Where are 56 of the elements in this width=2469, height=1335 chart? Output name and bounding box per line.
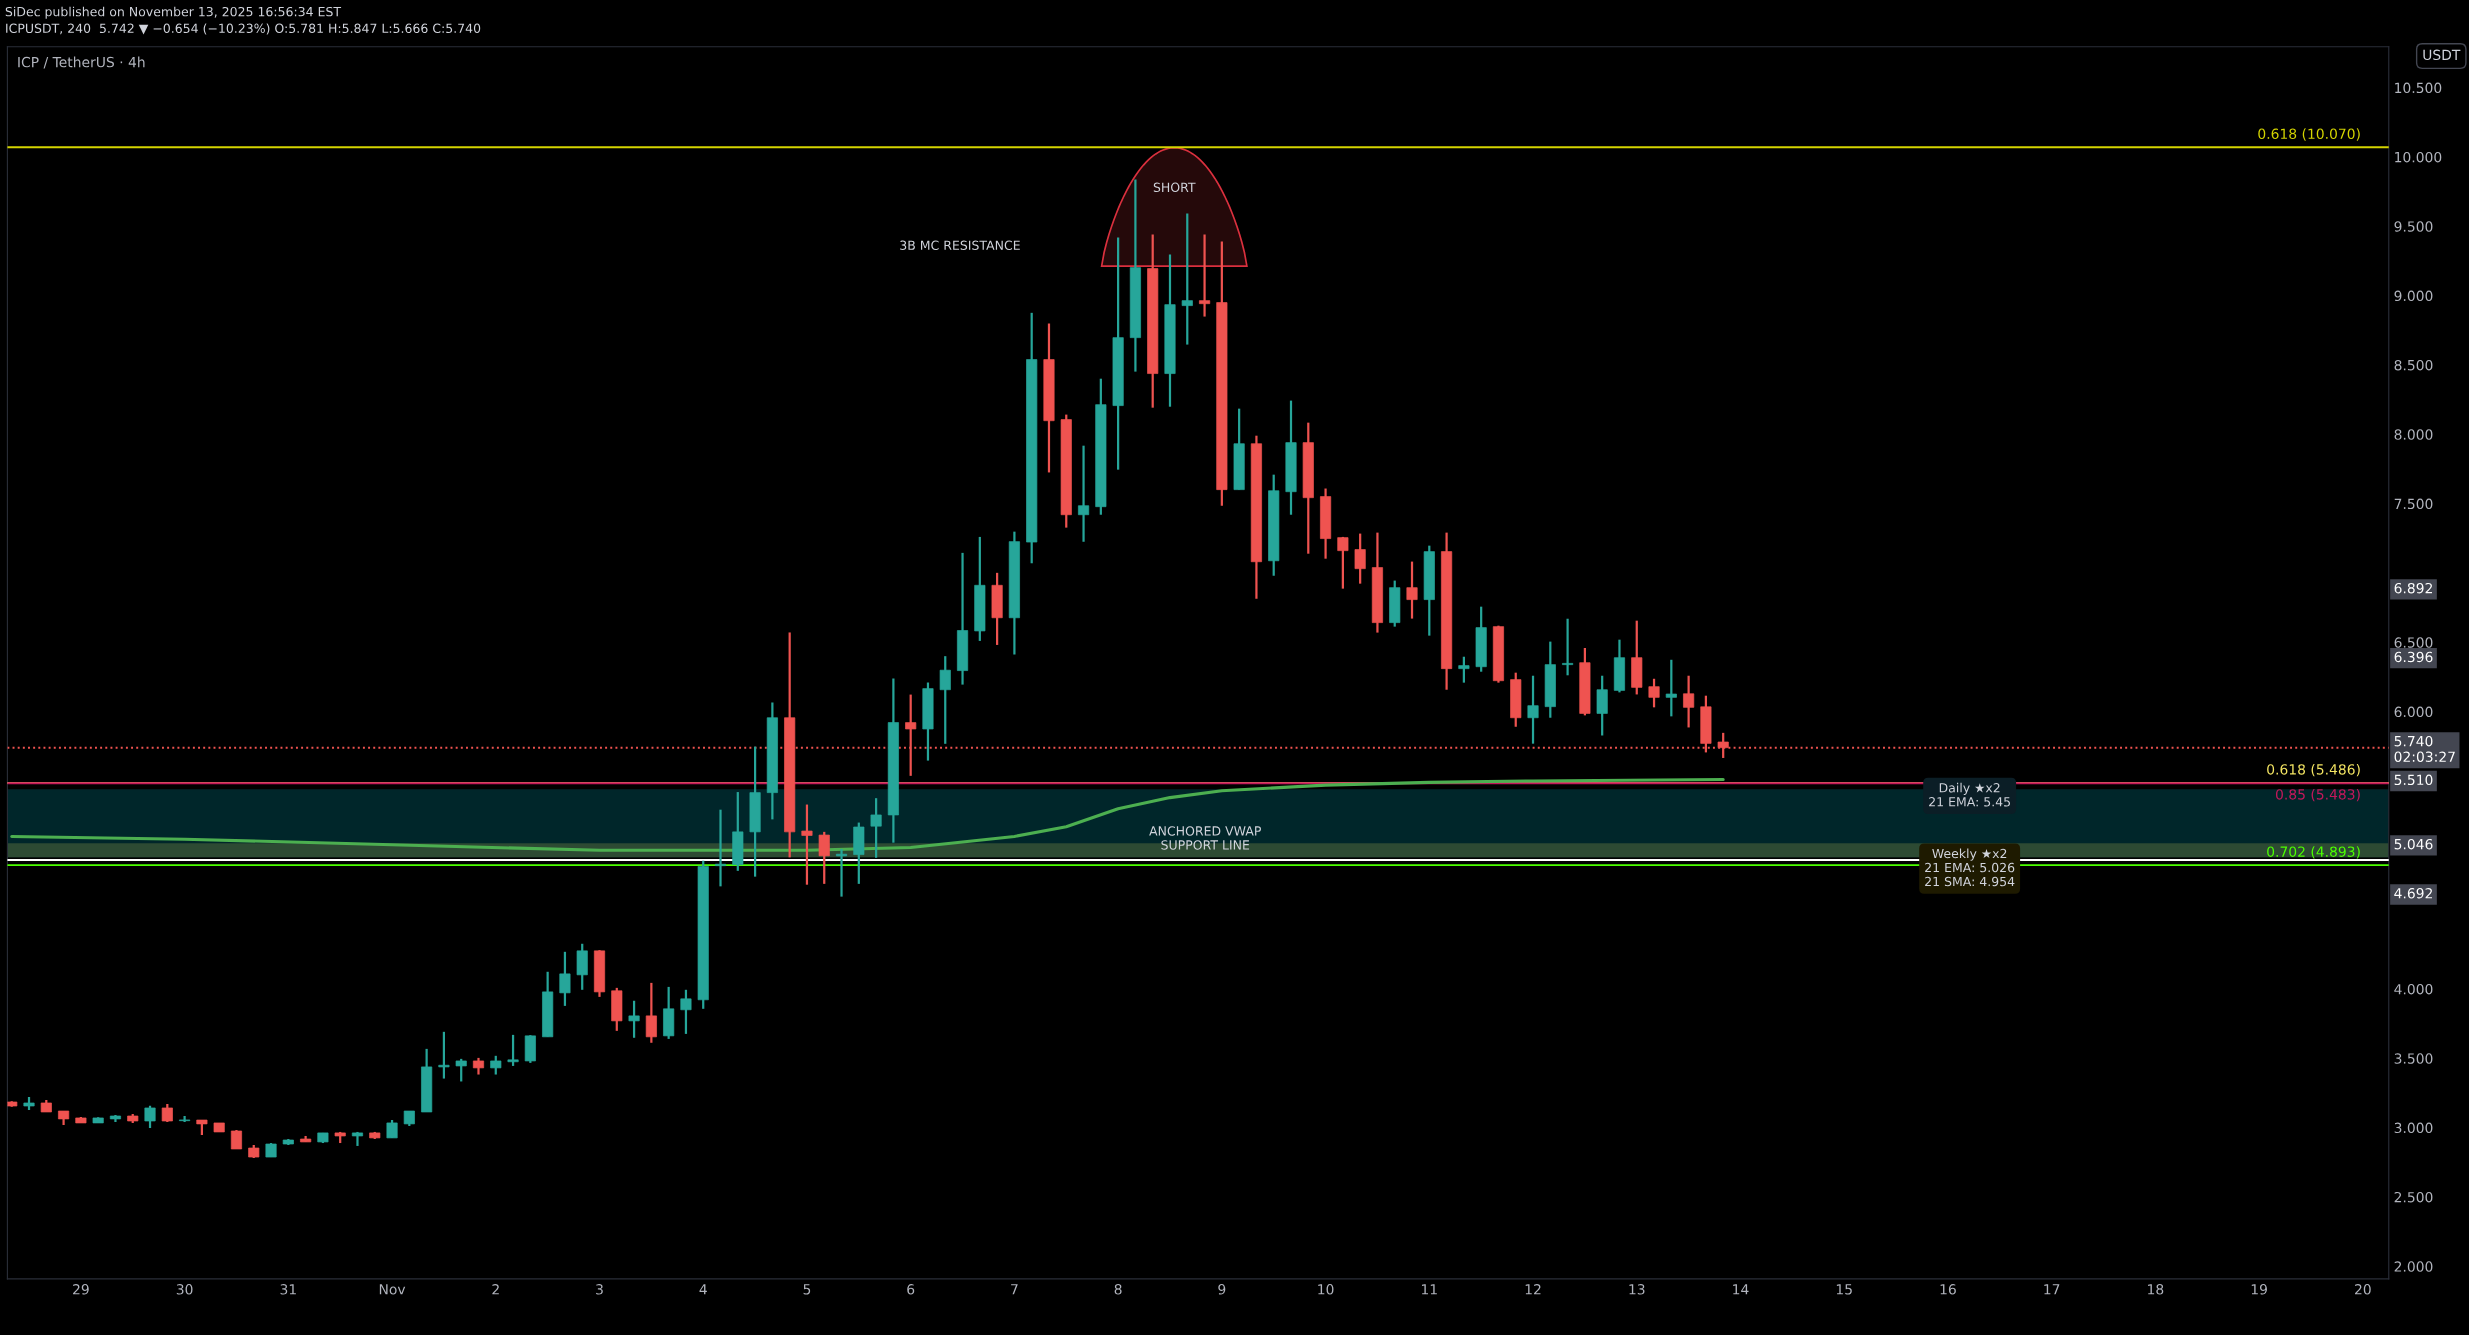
- y-tick-label: 5.046: [2394, 838, 2433, 850]
- ref-line-label: 0.618 (5.486): [2267, 763, 2360, 777]
- x-tick-label: 30: [176, 1284, 193, 1295]
- x-tick-label: 29: [73, 1284, 89, 1295]
- x-tick-label: 13: [1629, 1284, 1645, 1295]
- x-tick-label: Nov: [379, 1284, 406, 1295]
- y-tick-label: 7.500: [2394, 498, 2433, 510]
- x-tick-label: 15: [1836, 1284, 1852, 1295]
- x-tick-label: 14: [1733, 1284, 1749, 1295]
- ref-line-label: 0.618 (10.070): [2258, 128, 2360, 141]
- x-tick-label: 11: [1421, 1284, 1437, 1295]
- y-tick-label: 8.000: [2394, 429, 2433, 440]
- x-tick-label: 3: [596, 1284, 603, 1295]
- x-tick-label: 8: [1114, 1284, 1122, 1295]
- y-tick-label: 4.000: [2394, 983, 2433, 995]
- y-tick-label: 8.500: [2394, 359, 2433, 371]
- y-tick-label: 10.000: [2395, 151, 2442, 163]
- y-tick-label: 9.000: [2394, 290, 2433, 302]
- x-tick-label: 18: [2148, 1284, 2164, 1295]
- y-tick-label: 9.500: [2394, 221, 2433, 232]
- y-tick-label: 3.000: [2394, 1122, 2433, 1134]
- x-tick-label: 4: [699, 1284, 707, 1295]
- y-tick-label: 10.500: [2395, 82, 2442, 94]
- y-tick-label: 4.692: [2394, 887, 2432, 899]
- x-tick-label: 31: [280, 1284, 296, 1295]
- y-tick-label: 6.000: [2394, 706, 2433, 718]
- y-tick-label: 5.510: [2394, 774, 2433, 786]
- y-tick-label: 2.000: [2394, 1261, 2433, 1272]
- x-tick-label: 12: [1525, 1284, 1541, 1295]
- y-tick-label: 6.892: [2394, 582, 2432, 594]
- x-tick-label: 19: [2251, 1284, 2267, 1295]
- x-tick-label: 9: [1218, 1284, 1226, 1295]
- y-tick-label: 6.500: [2394, 637, 2433, 648]
- x-tick-label: 7: [1011, 1284, 1018, 1295]
- y-tick-label: 6.396: [2394, 651, 2433, 663]
- text: ICP / TetherUS · 4h: [18, 56, 145, 69]
- x-tick-label: 17: [2044, 1284, 2060, 1295]
- annotation: ANCHORED VWAP SUPPORT LINE: [1149, 826, 1261, 850]
- annotation: SHORT: [1153, 182, 1196, 193]
- y-axis-title: USDT: [2423, 49, 2461, 61]
- ref-line-label: 0.85 (5.483): [2275, 788, 2360, 802]
- x-tick-label: 2: [492, 1284, 499, 1295]
- y-tick-label: 2.500: [2394, 1191, 2433, 1203]
- x-tick-label: 10: [1318, 1284, 1334, 1295]
- text: SiDec published on November 13, 2025 16:56:34 EST: [5, 6, 342, 19]
- x-tick-label: 5: [803, 1284, 811, 1295]
- annotation: Weekly ★x2 21 EMA: 5.026 21 SMA: 4.954: [1925, 848, 2015, 887]
- y-tick-label: 3.500: [2394, 1053, 2433, 1064]
- x-tick-label: 16: [1940, 1284, 1956, 1295]
- x-tick-label: 20: [2355, 1284, 2371, 1295]
- annotation: Daily ★x2 21 EMA: 5.45: [1929, 782, 2010, 807]
- annotation: 3B MC RESISTANCE: [900, 240, 1020, 250]
- y-tick-label: 5.740 02:03:27: [2394, 735, 2455, 762]
- ref-line-label: 0.702 (4.893): [2267, 846, 2360, 859]
- text: ICPUSDT, 240 5.742 ▼ −0.654 (−10.23%) O:5.781 H:5.847 L:5.666 C:5.740: [6, 23, 481, 35]
- x-tick-label: 6: [907, 1284, 915, 1295]
